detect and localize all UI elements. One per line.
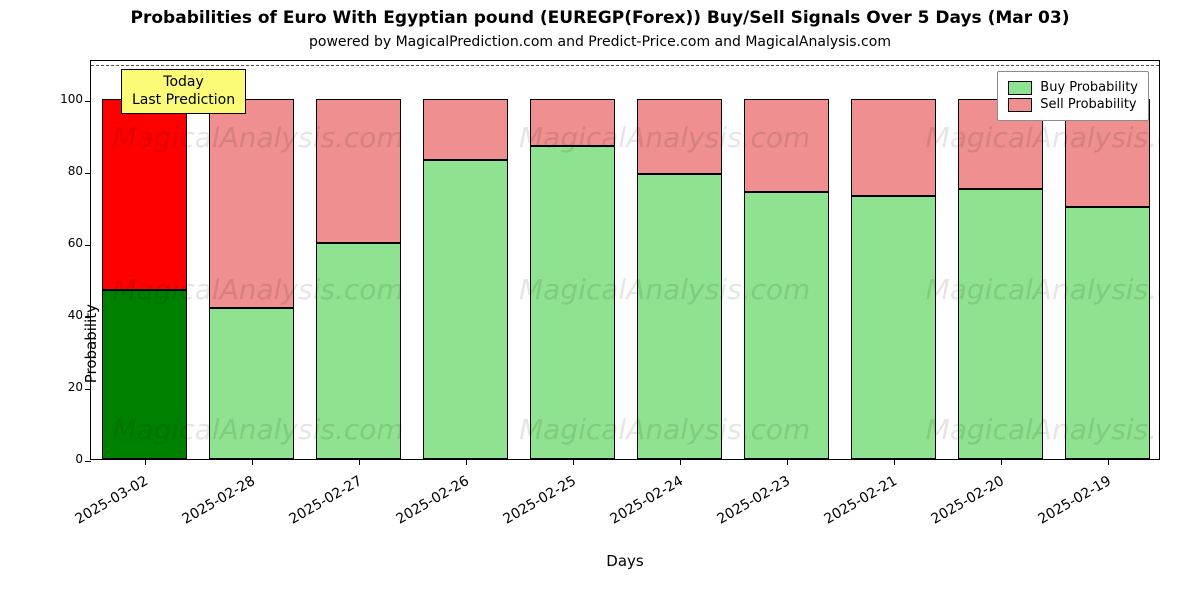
chart-title: Probabilities of Euro With Egyptian poun… (0, 8, 1200, 28)
buy-bar (423, 160, 509, 459)
x-tick (680, 459, 681, 465)
buy-bar (209, 308, 295, 459)
sell-bar (530, 99, 616, 146)
x-tick-label: 2025-02-27 (286, 473, 364, 528)
sell-bar (423, 99, 509, 160)
x-tick-label: 2025-02-21 (821, 473, 899, 528)
bar-group (316, 61, 402, 459)
sell-bar (316, 99, 402, 243)
x-tick (359, 459, 360, 465)
bar-group (209, 61, 295, 459)
buy-bar (530, 146, 616, 460)
x-tick (466, 459, 467, 465)
x-axis-label: Days (606, 552, 643, 570)
bar-group (423, 61, 509, 459)
x-tick (252, 459, 253, 465)
x-tick-label: 2025-02-28 (179, 473, 257, 528)
legend-label: Buy Probability (1040, 80, 1138, 95)
x-tick-label: 2025-02-25 (500, 473, 578, 528)
annotation-line: Today (132, 74, 235, 92)
legend-item: Sell Probability (1008, 97, 1138, 112)
chart-subtitle: powered by MagicalPrediction.com and Pre… (0, 34, 1200, 50)
x-tick (894, 459, 895, 465)
legend-item: Buy Probability (1008, 80, 1138, 95)
bar-group (851, 61, 937, 459)
y-tick-label: 0 (75, 452, 91, 466)
today-annotation: TodayLast Prediction (121, 69, 246, 114)
bar-group (102, 61, 188, 459)
y-tick-label: 80 (68, 164, 91, 178)
x-tick (573, 459, 574, 465)
x-tick-label: 2025-02-20 (928, 473, 1006, 528)
sell-bar (209, 99, 295, 308)
y-tick-label: 20 (68, 380, 91, 394)
bar-group (637, 61, 723, 459)
legend-swatch (1008, 98, 1032, 112)
buy-bar (1065, 207, 1151, 459)
annotation-line: Last Prediction (132, 92, 235, 110)
buy-bar (851, 196, 937, 459)
x-tick (1001, 459, 1002, 465)
y-tick-label: 100 (60, 92, 91, 106)
figure: Probabilities of Euro With Egyptian poun… (0, 0, 1200, 600)
plot-area: MagicalAnalysis.comMagicalAnalysis.comMa… (90, 60, 1160, 460)
legend: Buy Probability Sell Probability (997, 71, 1149, 121)
bar-group (530, 61, 616, 459)
x-tick-label: 2025-03-02 (72, 473, 150, 528)
buy-bar (316, 243, 402, 459)
sell-bar (851, 99, 937, 196)
legend-swatch (1008, 81, 1032, 95)
x-tick-label: 2025-02-23 (714, 473, 792, 528)
x-tick-label: 2025-02-24 (607, 473, 685, 528)
bar-group (744, 61, 830, 459)
x-tick (1108, 459, 1109, 465)
buy-bar (102, 290, 188, 459)
x-tick-label: 2025-02-19 (1035, 473, 1113, 528)
x-tick (145, 459, 146, 465)
buy-bar (637, 174, 723, 459)
x-tick (787, 459, 788, 465)
sell-bar (637, 99, 723, 175)
legend-label: Sell Probability (1040, 97, 1136, 112)
y-tick-label: 60 (68, 236, 91, 250)
x-tick-label: 2025-02-26 (393, 473, 471, 528)
sell-bar (744, 99, 830, 193)
y-tick-label: 40 (68, 308, 91, 322)
buy-bar (958, 189, 1044, 459)
buy-bar (744, 192, 830, 459)
sell-bar (102, 99, 188, 290)
